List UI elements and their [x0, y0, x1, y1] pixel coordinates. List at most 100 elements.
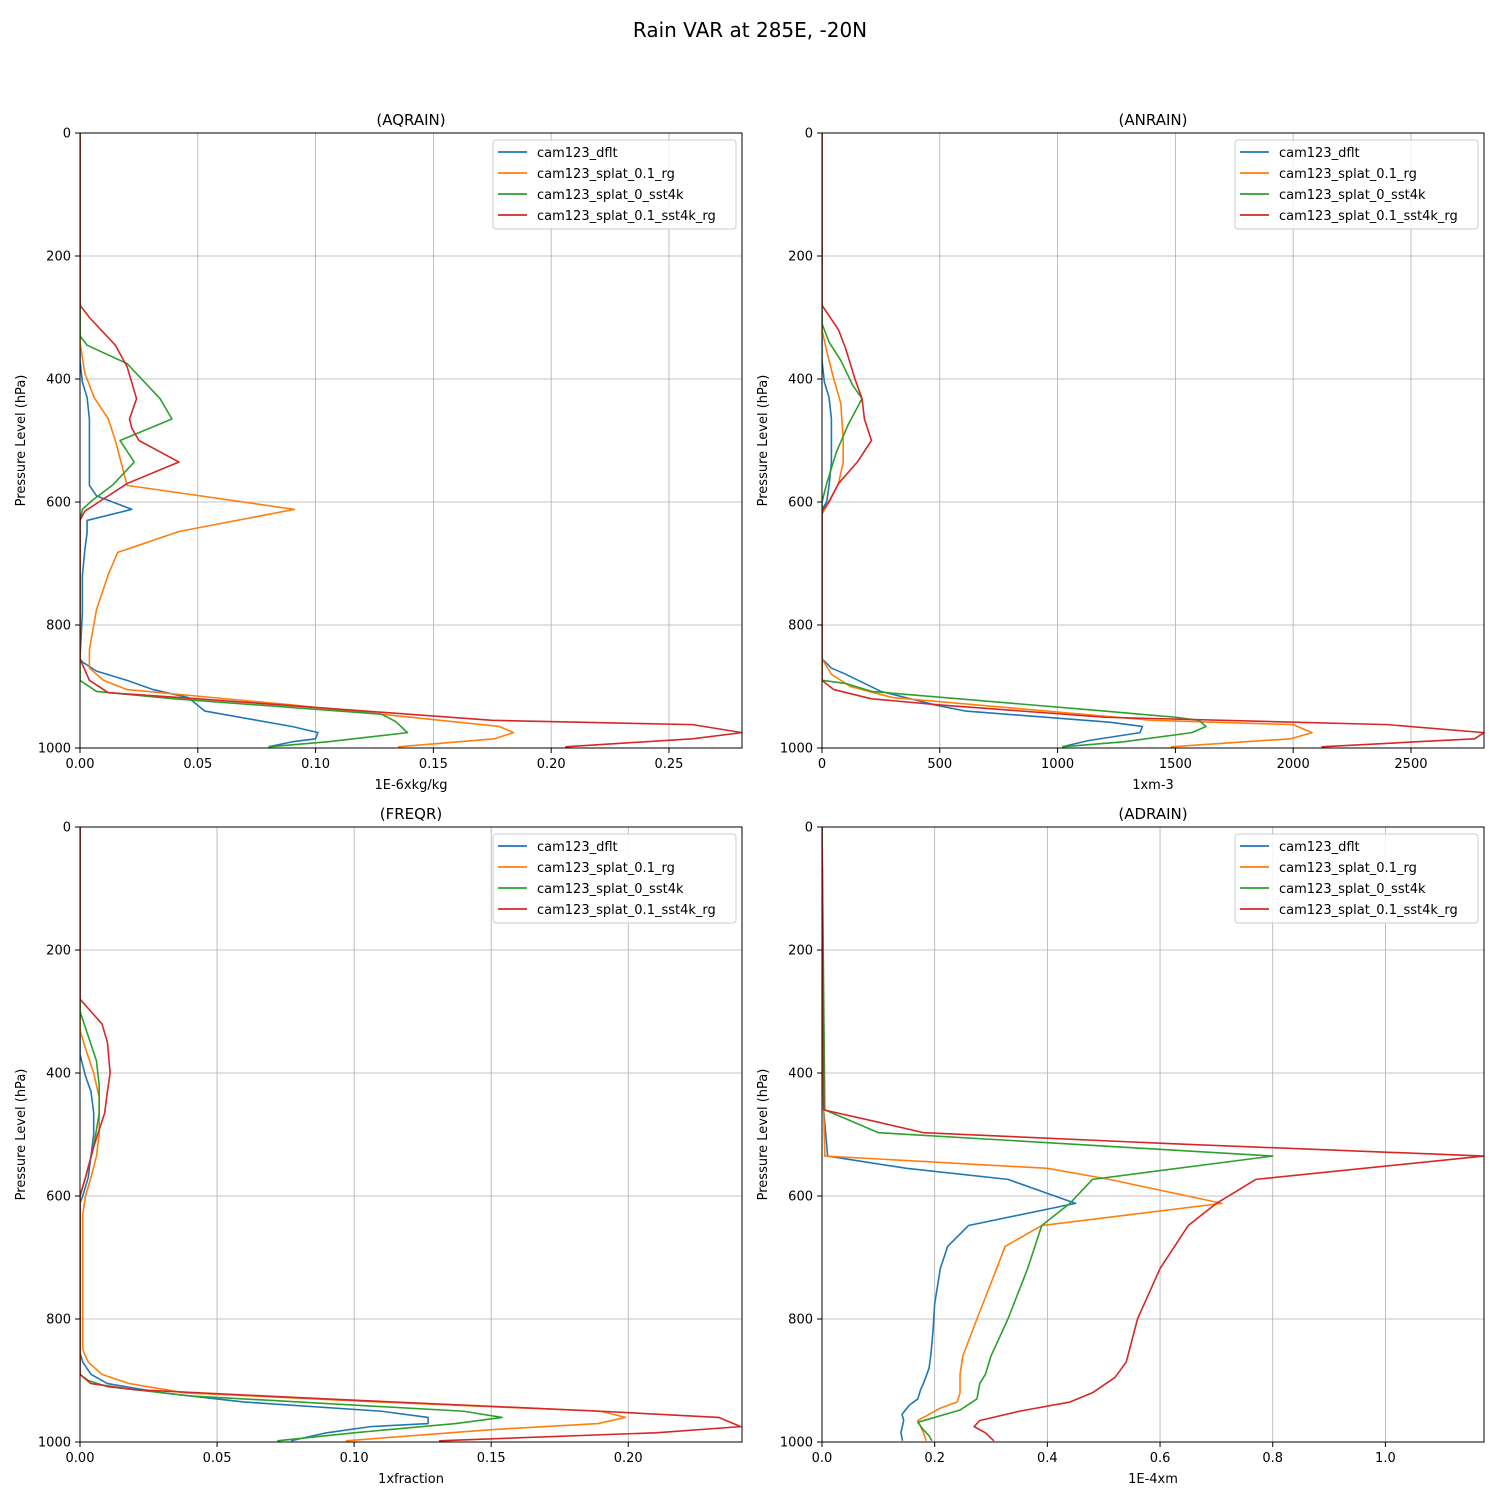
adrain-legend-label-2: cam123_splat_0_sst4k — [1279, 882, 1426, 897]
aqrain-ytick-label: 0 — [63, 127, 71, 142]
freqr-ytick-label: 600 — [46, 1190, 71, 1205]
aqrain-ytick-label: 800 — [46, 619, 71, 634]
anrain-title: (ANRAIN) — [1119, 111, 1188, 129]
adrain-xlabel: 1E-4xm — [1128, 1472, 1178, 1487]
anrain-xtick-label: 0 — [818, 757, 826, 772]
figure-suptitle: Rain VAR at 285E, -20N — [633, 18, 867, 42]
adrain-ytick-label: 400 — [788, 1067, 813, 1082]
freqr-legend: cam123_dflt cam123_splat_0.1_rg cam123_spl… — [492, 833, 737, 924]
anrain-series-1 — [822, 133, 1313, 748]
aqrain-ytick-label: 200 — [46, 250, 71, 265]
anrain-grid — [822, 133, 1484, 748]
freqr-legend-label-1: cam123_splat_0.1_rg — [537, 861, 675, 876]
adrain-series-1 — [822, 827, 1223, 1442]
aqrain-ylabel: Pressure Level (hPa) — [14, 375, 29, 507]
aqrain-xtick-label: 0.25 — [654, 757, 683, 772]
adrain-ytick-label: 600 — [788, 1190, 813, 1205]
anrain-legend-label-3: cam123_splat_0.1_sst4k_rg — [1279, 209, 1458, 224]
anrain-xlabel: 1xm-3 — [1132, 778, 1174, 793]
freqr-series-2 — [80, 827, 503, 1442]
adrain-axes-frame — [821, 826, 1485, 1443]
anrain-series-group — [822, 133, 1484, 748]
anrain-legend-label-2: cam123_splat_0_sst4k — [1279, 188, 1426, 203]
adrain-ytick-label: 0 — [805, 821, 813, 836]
adrain-title: (ADRAIN) — [1118, 805, 1187, 823]
freqr-ytick-label: 200 — [46, 944, 71, 959]
aqrain-grid — [80, 133, 742, 748]
freqr-axes-frame — [79, 826, 743, 1443]
freqr-legend-label-2: cam123_splat_0_sst4k — [537, 882, 684, 897]
adrain-series-0 — [822, 827, 1077, 1441]
anrain-series-0 — [822, 133, 1144, 748]
anrain-xtick-label: 1500 — [1159, 757, 1192, 772]
freqr-xtick-label: 0.15 — [477, 1451, 506, 1466]
freqr-series-0 — [80, 827, 429, 1442]
freqr-xtick-label: 0.00 — [66, 1451, 95, 1466]
freqr-xtick-label: 0.10 — [340, 1451, 369, 1466]
aqrain-legend: cam123_dflt cam123_splat_0.1_rg cam123_spl… — [492, 139, 737, 230]
adrain-series-2 — [822, 827, 1274, 1442]
freqr-grid — [80, 827, 742, 1442]
adrain-ylabel: Pressure Level (hPa) — [756, 1069, 771, 1201]
freqr-legend-label-0: cam123_dflt — [537, 840, 618, 855]
anrain-xtick-label: 2000 — [1277, 757, 1310, 772]
anrain-xtick-label: 500 — [927, 757, 952, 772]
anrain-xtick-label: 1000 — [1041, 757, 1074, 772]
freqr-ytick-label: 0 — [63, 821, 71, 836]
anrain-axes-frame — [821, 132, 1485, 749]
anrain-legend-box — [1234, 139, 1479, 230]
aqrain-axes-frame — [79, 132, 743, 749]
aqrain-ytick-label: 1000 — [38, 742, 71, 757]
aqrain-xtick-label: 0.00 — [66, 757, 95, 772]
anrain-ytick-label: 200 — [788, 250, 813, 265]
freqr-title: (FREQR) — [380, 805, 442, 823]
adrain-legend-label-1: cam123_splat_0.1_rg — [1279, 861, 1417, 876]
anrain-ytick-label: 1000 — [780, 742, 813, 757]
adrain-ytick-label: 800 — [788, 1313, 813, 1328]
adrain-legend-label-3: cam123_splat_0.1_sst4k_rg — [1279, 903, 1458, 918]
aqrain-series-2 — [80, 133, 409, 748]
aqrain-xtick-label: 0.15 — [419, 757, 448, 772]
freqr-panel: 0.00 0.05 0.10 0.15 0.20 0 200 400 600 800 1000 (FR… — [14, 805, 743, 1487]
aqrain-legend-label-2: cam123_splat_0_sst4k — [537, 188, 684, 203]
adrain-legend-label-0: cam123_dflt — [1279, 840, 1360, 855]
adrain-ytick-label: 1000 — [780, 1436, 813, 1451]
aqrain-xtick-label: 0.05 — [183, 757, 212, 772]
anrain-legend-label-0: cam123_dflt — [1279, 146, 1360, 161]
adrain-xtick-label: 1.0 — [1375, 1451, 1396, 1466]
adrain-legend-box — [1234, 833, 1479, 924]
aqrain-series-group — [80, 133, 742, 748]
aqrain-ytick-label: 600 — [46, 496, 71, 511]
aqrain-series-1 — [80, 133, 515, 748]
aqrain-ytick-label: 400 — [46, 373, 71, 388]
anrain-xtick-label: 2500 — [1394, 757, 1427, 772]
adrain-panel: 0.0 0.2 0.4 0.6 0.8 1.0 0 200 400 600 800 1000 (ADRA… — [756, 805, 1485, 1487]
anrain-legend: cam123_dflt cam123_splat_0.1_rg cam123_spl… — [1234, 139, 1479, 230]
freqr-xtick-label: 0.20 — [614, 1451, 643, 1466]
freqr-ytick-label: 1000 — [38, 1436, 71, 1451]
aqrain-series-0 — [80, 133, 319, 748]
adrain-xtick-label: 0.2 — [924, 1451, 945, 1466]
aqrain-xtick-label: 0.20 — [537, 757, 566, 772]
anrain-ylabel: Pressure Level (hPa) — [756, 375, 771, 507]
adrain-xtick-label: 0.0 — [812, 1451, 833, 1466]
aqrain-xlabel: 1E-6xkg/kg — [374, 778, 447, 793]
anrain-ytick-label: 0 — [805, 127, 813, 142]
freqr-series-3 — [80, 827, 742, 1442]
aqrain-legend-box — [492, 139, 737, 230]
anrain-ytick-label: 600 — [788, 496, 813, 511]
adrain-legend: cam123_dflt cam123_splat_0.1_rg cam123_spl… — [1234, 833, 1479, 924]
anrain-series-2 — [822, 133, 1207, 748]
adrain-series-3 — [822, 827, 1484, 1442]
freqr-series-group — [80, 827, 742, 1442]
subplots: 0.00 0.05 0.10 0.15 0.20 0.250200400600800100… — [14, 111, 1485, 1487]
aqrain-panel: 0.00 0.05 0.10 0.15 0.20 0.25 0 200 400 600 800 100… — [14, 111, 743, 793]
freqr-xlabel: 1xfraction — [378, 1472, 444, 1487]
aqrain-legend-label-1: cam123_splat_0.1_rg — [537, 167, 675, 182]
adrain-xtick-label: 0.6 — [1150, 1451, 1171, 1466]
aqrain-title: (AQRAIN) — [376, 111, 445, 129]
freqr-legend-label-3: cam123_splat_0.1_sst4k_rg — [537, 903, 716, 918]
anrain-ytick-label: 800 — [788, 619, 813, 634]
